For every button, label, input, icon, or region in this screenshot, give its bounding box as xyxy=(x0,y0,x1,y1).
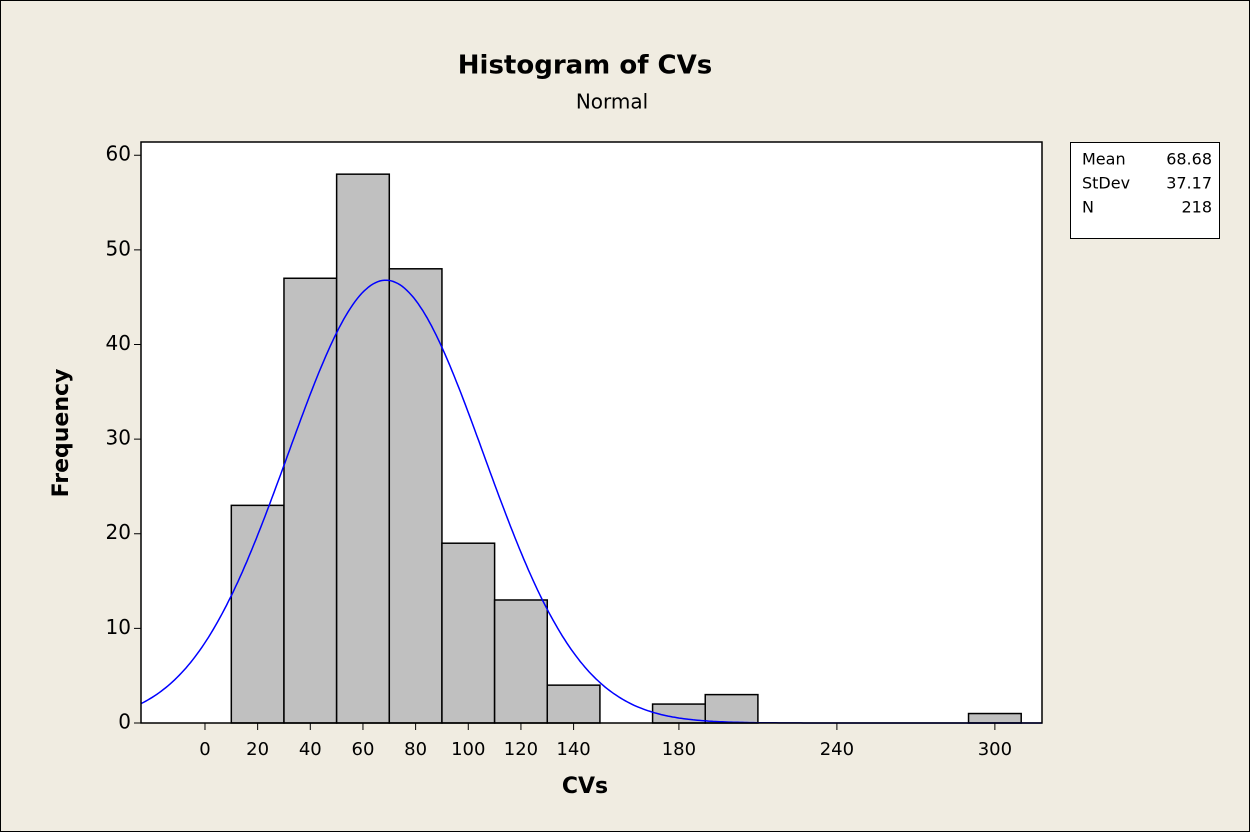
x-tick-label: 20 xyxy=(246,739,269,760)
stat-value: 37.17 xyxy=(1166,174,1212,193)
bar xyxy=(230,504,285,724)
x-tick-label: 60 xyxy=(352,739,375,760)
stat-value: 218 xyxy=(1181,198,1212,217)
chart-title: Histogram of CVs xyxy=(458,51,712,81)
x-tick-label: 240 xyxy=(820,739,854,760)
y-tick-label: 10 xyxy=(106,615,131,639)
x-tick-label: 180 xyxy=(662,739,696,760)
x-tick-label: 40 xyxy=(299,739,322,760)
y-tick-label: 40 xyxy=(106,331,131,355)
x-tick-label: 80 xyxy=(404,739,427,760)
stat-label: N xyxy=(1082,198,1094,217)
y-axis-label: Frequency xyxy=(49,369,74,498)
y-tick-label: 30 xyxy=(106,426,131,450)
x-tick-label: 120 xyxy=(504,739,538,760)
bar xyxy=(704,693,759,724)
plot-border xyxy=(140,141,1043,724)
bar xyxy=(546,684,601,724)
x-tick-label: 0 xyxy=(199,739,210,760)
bar xyxy=(493,599,549,724)
bar xyxy=(967,712,1022,724)
stat-value: 68.68 xyxy=(1166,150,1212,169)
x-axis-label: CVs xyxy=(562,774,608,799)
bar xyxy=(388,268,443,724)
stat-label: StDev xyxy=(1082,174,1130,193)
x-tick-label: 100 xyxy=(451,739,485,760)
stats-box xyxy=(1070,142,1220,239)
x-tick-label: 300 xyxy=(978,739,1012,760)
y-tick-label: 20 xyxy=(106,520,131,544)
stat-label: Mean xyxy=(1082,150,1126,169)
y-tick-label: 50 xyxy=(106,236,131,260)
bar xyxy=(335,173,391,724)
y-tick-label: 60 xyxy=(106,142,131,166)
chart-subtitle: Normal xyxy=(576,90,648,114)
x-tick-label: 140 xyxy=(556,739,590,760)
bar xyxy=(283,277,338,724)
y-tick-label: 0 xyxy=(118,710,131,734)
bar xyxy=(441,542,496,724)
